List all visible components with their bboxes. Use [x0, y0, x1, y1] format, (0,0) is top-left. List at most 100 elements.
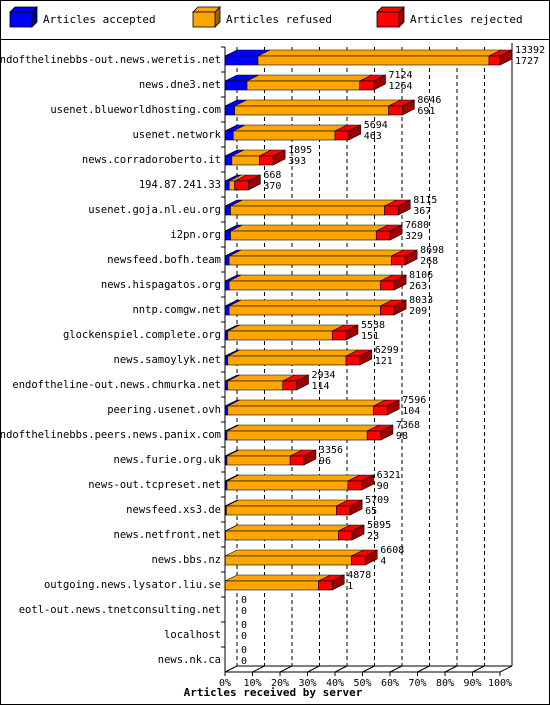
- server-label: endofthelinebbs.peers.news.panix.com: [0, 429, 221, 441]
- value-label-total: 7680: [405, 220, 429, 231]
- bar-end-face: [380, 424, 394, 441]
- value-label-total: 5538: [361, 320, 385, 331]
- bar-segment-refused: [227, 405, 374, 416]
- value-label-total: 8106: [409, 270, 433, 281]
- bar-segment-accepted: [224, 230, 231, 241]
- bar-segment-rejected: [380, 280, 395, 291]
- server-label: news.nk.ca: [158, 654, 221, 666]
- bar-row: [224, 524, 365, 541]
- bar-segment-refused-top: [224, 549, 364, 557]
- bar-segment-rejected: [259, 155, 274, 166]
- bar-segment-refused: [226, 480, 349, 491]
- value-label-accepted: 96: [319, 456, 331, 467]
- bar-segment-refused-top: [227, 324, 345, 332]
- server-label: newsfeed.bofh.team: [107, 254, 221, 266]
- bar-segment-refused-top: [228, 249, 404, 257]
- bar-end-face: [404, 249, 418, 266]
- bar-segment-rejected: [351, 555, 366, 566]
- value-label-accepted: 329: [405, 231, 423, 242]
- bar-segment-accepted: [224, 205, 231, 216]
- server-label: news.corradoroberto.it: [82, 154, 221, 166]
- server-label: newsfeed.xs3.de: [126, 504, 221, 516]
- server-label: usenet.goja.nl.eu.org: [88, 204, 221, 216]
- bar-segment-accepted: [224, 55, 259, 66]
- bar-row: [224, 374, 309, 391]
- bar-end-face: [359, 349, 373, 366]
- value-label-total: 5694: [364, 120, 388, 131]
- legend-swatch: [192, 11, 216, 28]
- value-label-total: 7368: [396, 420, 420, 431]
- bar-end-face: [397, 199, 411, 216]
- server-label: localhost: [164, 629, 221, 641]
- floor-gridline: [224, 665, 238, 673]
- floor-gridline: [362, 665, 375, 673]
- bar-row: [224, 574, 345, 591]
- bar-row: [224, 249, 418, 266]
- bar-end-face: [364, 549, 378, 566]
- bar-segment-rejected: [336, 505, 351, 516]
- bar-segment-rejected: [334, 130, 350, 141]
- value-label-accepted: 1: [347, 581, 353, 592]
- x-tick-label: 40%: [326, 678, 344, 689]
- bar-row: [224, 424, 394, 441]
- bar-segment-refused: [228, 180, 235, 191]
- legend-item: Articles rejected: [376, 6, 523, 28]
- floor-gridline: [472, 665, 485, 673]
- bar-row: [224, 124, 362, 141]
- bar-segment-rejected: [366, 430, 382, 441]
- bar-segment-accepted: [224, 280, 230, 291]
- bar-end-face: [386, 399, 400, 416]
- bar-segment-refused: [224, 555, 352, 566]
- value-label-total: 3356: [319, 445, 343, 456]
- x-tick-label: 100%: [488, 678, 512, 689]
- value-label-accepted: 370: [263, 181, 281, 192]
- value-label-accepted: 691: [417, 106, 435, 117]
- x-axis-title: Articles received by server: [184, 686, 363, 699]
- value-label-total: 6608: [380, 545, 404, 556]
- bar-row: [224, 274, 407, 291]
- bar-segment-accepted: [224, 305, 230, 316]
- value-label-accepted: 367: [413, 206, 431, 217]
- bar-segment-rejected: [337, 530, 353, 541]
- bar-row: [224, 99, 415, 116]
- x-tick-label: 20%: [271, 678, 289, 689]
- server-label: i2pn.org: [170, 229, 221, 241]
- bar-row: [224, 224, 403, 241]
- bar-segment-refused-top: [233, 124, 348, 132]
- value-label-accepted: 98: [396, 431, 408, 442]
- value-label-total: 668: [263, 170, 281, 181]
- value-label-total: 8115: [413, 195, 437, 206]
- server-label: news-out.tcpreset.net: [88, 479, 221, 491]
- bar-segment-rejected: [388, 105, 403, 116]
- bar-segment-refused: [234, 105, 389, 116]
- bar-end-face: [402, 99, 415, 116]
- bar-segment-rejected: [347, 480, 362, 491]
- server-label: news.bbs.nz: [151, 554, 221, 566]
- value-label-accepted: 65: [365, 506, 377, 517]
- bar-end-face: [361, 474, 374, 491]
- bar-row: [224, 474, 374, 491]
- value-label-accepted: 151: [361, 331, 379, 342]
- value-label-accepted: 263: [409, 281, 427, 292]
- value-label-accepted: 121: [375, 356, 393, 367]
- bar-segment-refused: [226, 455, 291, 466]
- bar-segment-rejected: [380, 305, 395, 316]
- bar-segment-rejected: [373, 405, 388, 416]
- legend-item: Articles accepted: [9, 6, 156, 28]
- bar-segment-refused: [226, 505, 337, 516]
- bar-segment-refused: [228, 305, 381, 316]
- server-label: usenet.blueworldhosting.com: [50, 104, 221, 116]
- floor-gridline: [417, 665, 430, 673]
- floor-gridline: [279, 665, 293, 673]
- bar-segment-accepted: [224, 255, 230, 266]
- value-label-total: 6299: [375, 345, 399, 356]
- x-tick-label: 90%: [463, 678, 481, 689]
- bar-row: [224, 324, 359, 341]
- server-label: outgoing.news.lysator.liu.se: [44, 579, 221, 591]
- value-label-total: 0: [241, 595, 247, 606]
- bar-segment-refused-top: [257, 49, 502, 57]
- bar-end-face: [393, 274, 407, 291]
- server-label: glockenspiel.complete.org: [63, 329, 221, 341]
- value-label-accepted: 114: [312, 381, 330, 392]
- bar-segment-rejected: [375, 230, 391, 241]
